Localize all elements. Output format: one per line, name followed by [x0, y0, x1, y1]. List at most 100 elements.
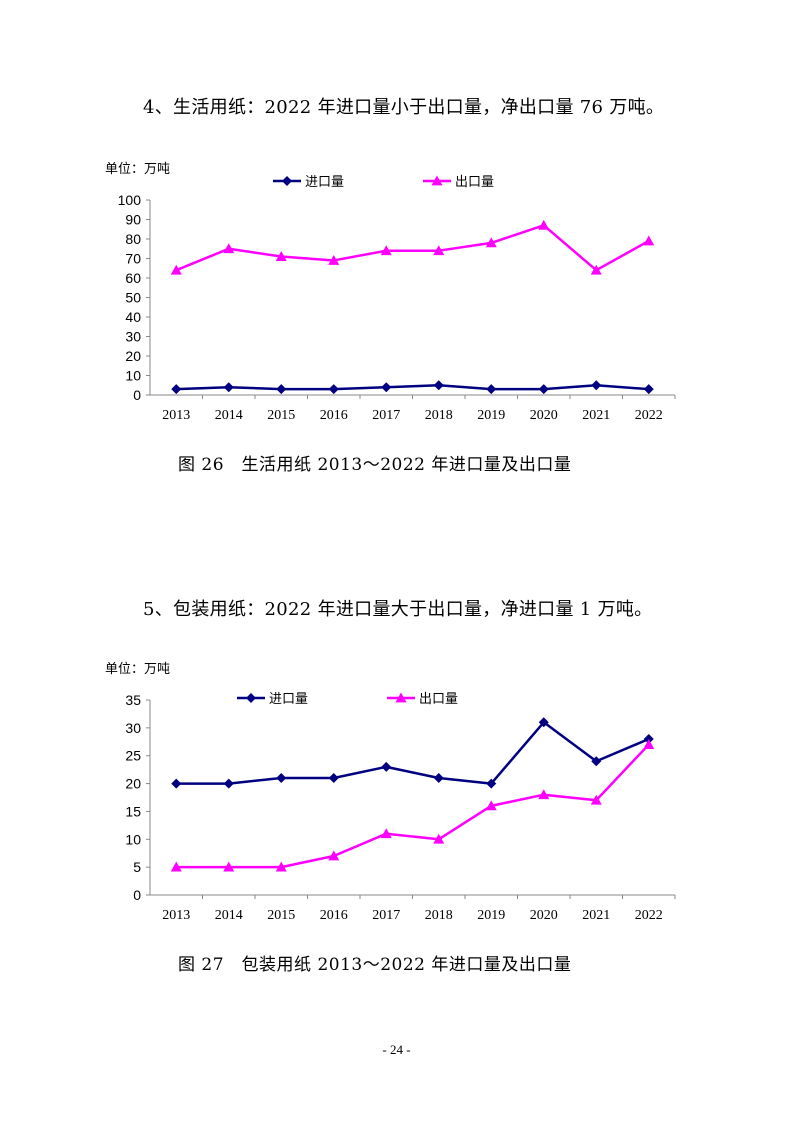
y-tick-label: 70 [125, 251, 141, 267]
x-tick-label: 2014 [215, 408, 243, 423]
chart-tissue-paper: 单位：万吨 0 10 20 30 40 50 60 70 80 90 100 2013 2014 2015 2… [95, 155, 695, 425]
data-point-import [643, 734, 654, 744]
legend-label: 出口量 [455, 175, 494, 190]
data-point-export [643, 235, 655, 246]
series-line-export [175, 224, 650, 272]
series-line-import [176, 384, 649, 391]
data-point-import [433, 773, 444, 783]
data-point-import [433, 380, 444, 391]
page-number: - 24 - [382, 1042, 411, 1057]
data-point-export [485, 800, 497, 811]
legend-label: 进口量 [305, 175, 344, 190]
section-heading-tissue-paper: 4、生活用纸：2022 年进口量小于出口量，净出口量 76 万吨。 [143, 97, 665, 118]
data-point-import [223, 382, 234, 393]
x-tick-label: 2014 [215, 908, 243, 923]
x-tick-label: 2017 [372, 908, 400, 923]
x-tick-label: 2022 [635, 908, 663, 923]
data-point-export [590, 264, 602, 275]
x-tick-label: 2016 [320, 908, 348, 923]
y-tick-label: 10 [125, 368, 141, 384]
x-tick-label: 2021 [582, 908, 610, 923]
data-point-export [170, 264, 182, 275]
x-tick-label: 2020 [530, 408, 558, 423]
data-point-import [643, 384, 654, 395]
legend-marker [282, 176, 292, 186]
data-point-export [538, 789, 550, 800]
x-tick-label: 2017 [372, 408, 400, 423]
y-tick-label: 40 [125, 309, 141, 325]
data-point-export [223, 243, 235, 254]
y-tick-label: 30 [125, 329, 141, 345]
data-point-import [538, 717, 549, 728]
x-tick-label: 2018 [425, 908, 453, 923]
x-tick-label: 2020 [530, 908, 558, 923]
data-point-export [170, 861, 182, 872]
y-tick-label: 0 [133, 387, 141, 403]
data-point-import [381, 382, 392, 393]
y-tick-label: 90 [125, 212, 141, 228]
x-tick-label: 2015 [267, 408, 295, 423]
legend-label: 出口量 [419, 692, 458, 707]
data-point-import [538, 384, 549, 395]
section-heading-packaging-paper: 5、包装用纸：2022 年进口量大于出口量，净进口量 1 万吨。 [143, 599, 653, 620]
data-point-export [643, 739, 655, 749]
data-point-export [485, 237, 497, 248]
y-tick-label: 30 [125, 720, 141, 736]
unit-label: 单位：万吨 [105, 662, 170, 677]
data-point-export [328, 254, 340, 265]
x-tick-label: 2013 [162, 408, 190, 423]
data-point-import [591, 380, 602, 391]
x-tick-label: 2019 [477, 408, 505, 423]
series-line-import [176, 721, 650, 785]
data-point-import [223, 778, 234, 789]
y-tick-label: 80 [125, 231, 141, 247]
data-point-import [486, 778, 497, 789]
legend-label: 进口量 [269, 692, 308, 707]
data-point-import [276, 384, 287, 395]
legend-marker [431, 175, 443, 186]
y-tick-label: 20 [125, 348, 141, 364]
y-tick-label: 5 [133, 859, 141, 875]
data-point-import [591, 756, 602, 767]
legend-marker [246, 693, 256, 703]
data-point-export [433, 245, 445, 256]
figure-caption-26: 图 26 生活用纸 2013～2022 年进口量及出口量 [178, 455, 572, 475]
y-tick-label: 25 [125, 748, 141, 764]
y-tick-label: 10 [125, 831, 141, 847]
x-tick-label: 2018 [425, 408, 453, 423]
data-point-export [380, 828, 392, 839]
data-point-export [590, 794, 602, 805]
y-tick-label: 100 [118, 192, 142, 208]
data-point-export [380, 245, 392, 256]
y-tick-label: 0 [133, 887, 141, 903]
line-chart-tissue-paper: 单位：万吨 0 10 20 30 40 50 60 70 80 90 100 2013 2014 2015 2… [105, 162, 676, 423]
chart-packaging-paper: 单位：万吨 0 5 10 15 20 25 30 35 2013 2014 2015 2016 2017 2… [95, 655, 695, 925]
y-tick-label: 50 [125, 290, 141, 306]
unit-label: 单位：万吨 [105, 162, 170, 177]
data-point-export [433, 833, 445, 844]
data-point-import [381, 761, 392, 772]
line-chart-packaging-paper: 单位：万吨 0 5 10 15 20 25 30 35 2013 2014 2015 2016 2017 2… [105, 662, 676, 923]
series-line-export [176, 743, 650, 869]
legend-marker [395, 692, 407, 703]
figure-caption-27: 图 27 包装用纸 2013～2022 年进口量及出口量 [178, 955, 572, 975]
x-tick-label: 2015 [267, 908, 295, 923]
data-point-export [328, 850, 340, 861]
x-tick-label: 2019 [477, 908, 505, 923]
y-tick-label: 60 [125, 270, 141, 286]
data-point-import [328, 773, 339, 783]
y-tick-label: 35 [125, 692, 141, 708]
data-point-import [171, 384, 182, 395]
x-tick-label: 2022 [635, 408, 663, 423]
x-tick-label: 2013 [162, 908, 190, 923]
y-tick-label: 15 [125, 803, 141, 819]
x-tick-label: 2021 [582, 408, 610, 423]
data-point-import [486, 384, 497, 395]
data-point-export [275, 861, 287, 872]
data-point-export [538, 219, 550, 230]
x-tick-label: 2016 [320, 408, 348, 423]
data-point-export [223, 861, 235, 872]
data-point-import [171, 778, 182, 789]
data-point-import [328, 384, 339, 395]
data-point-export [275, 251, 287, 261]
